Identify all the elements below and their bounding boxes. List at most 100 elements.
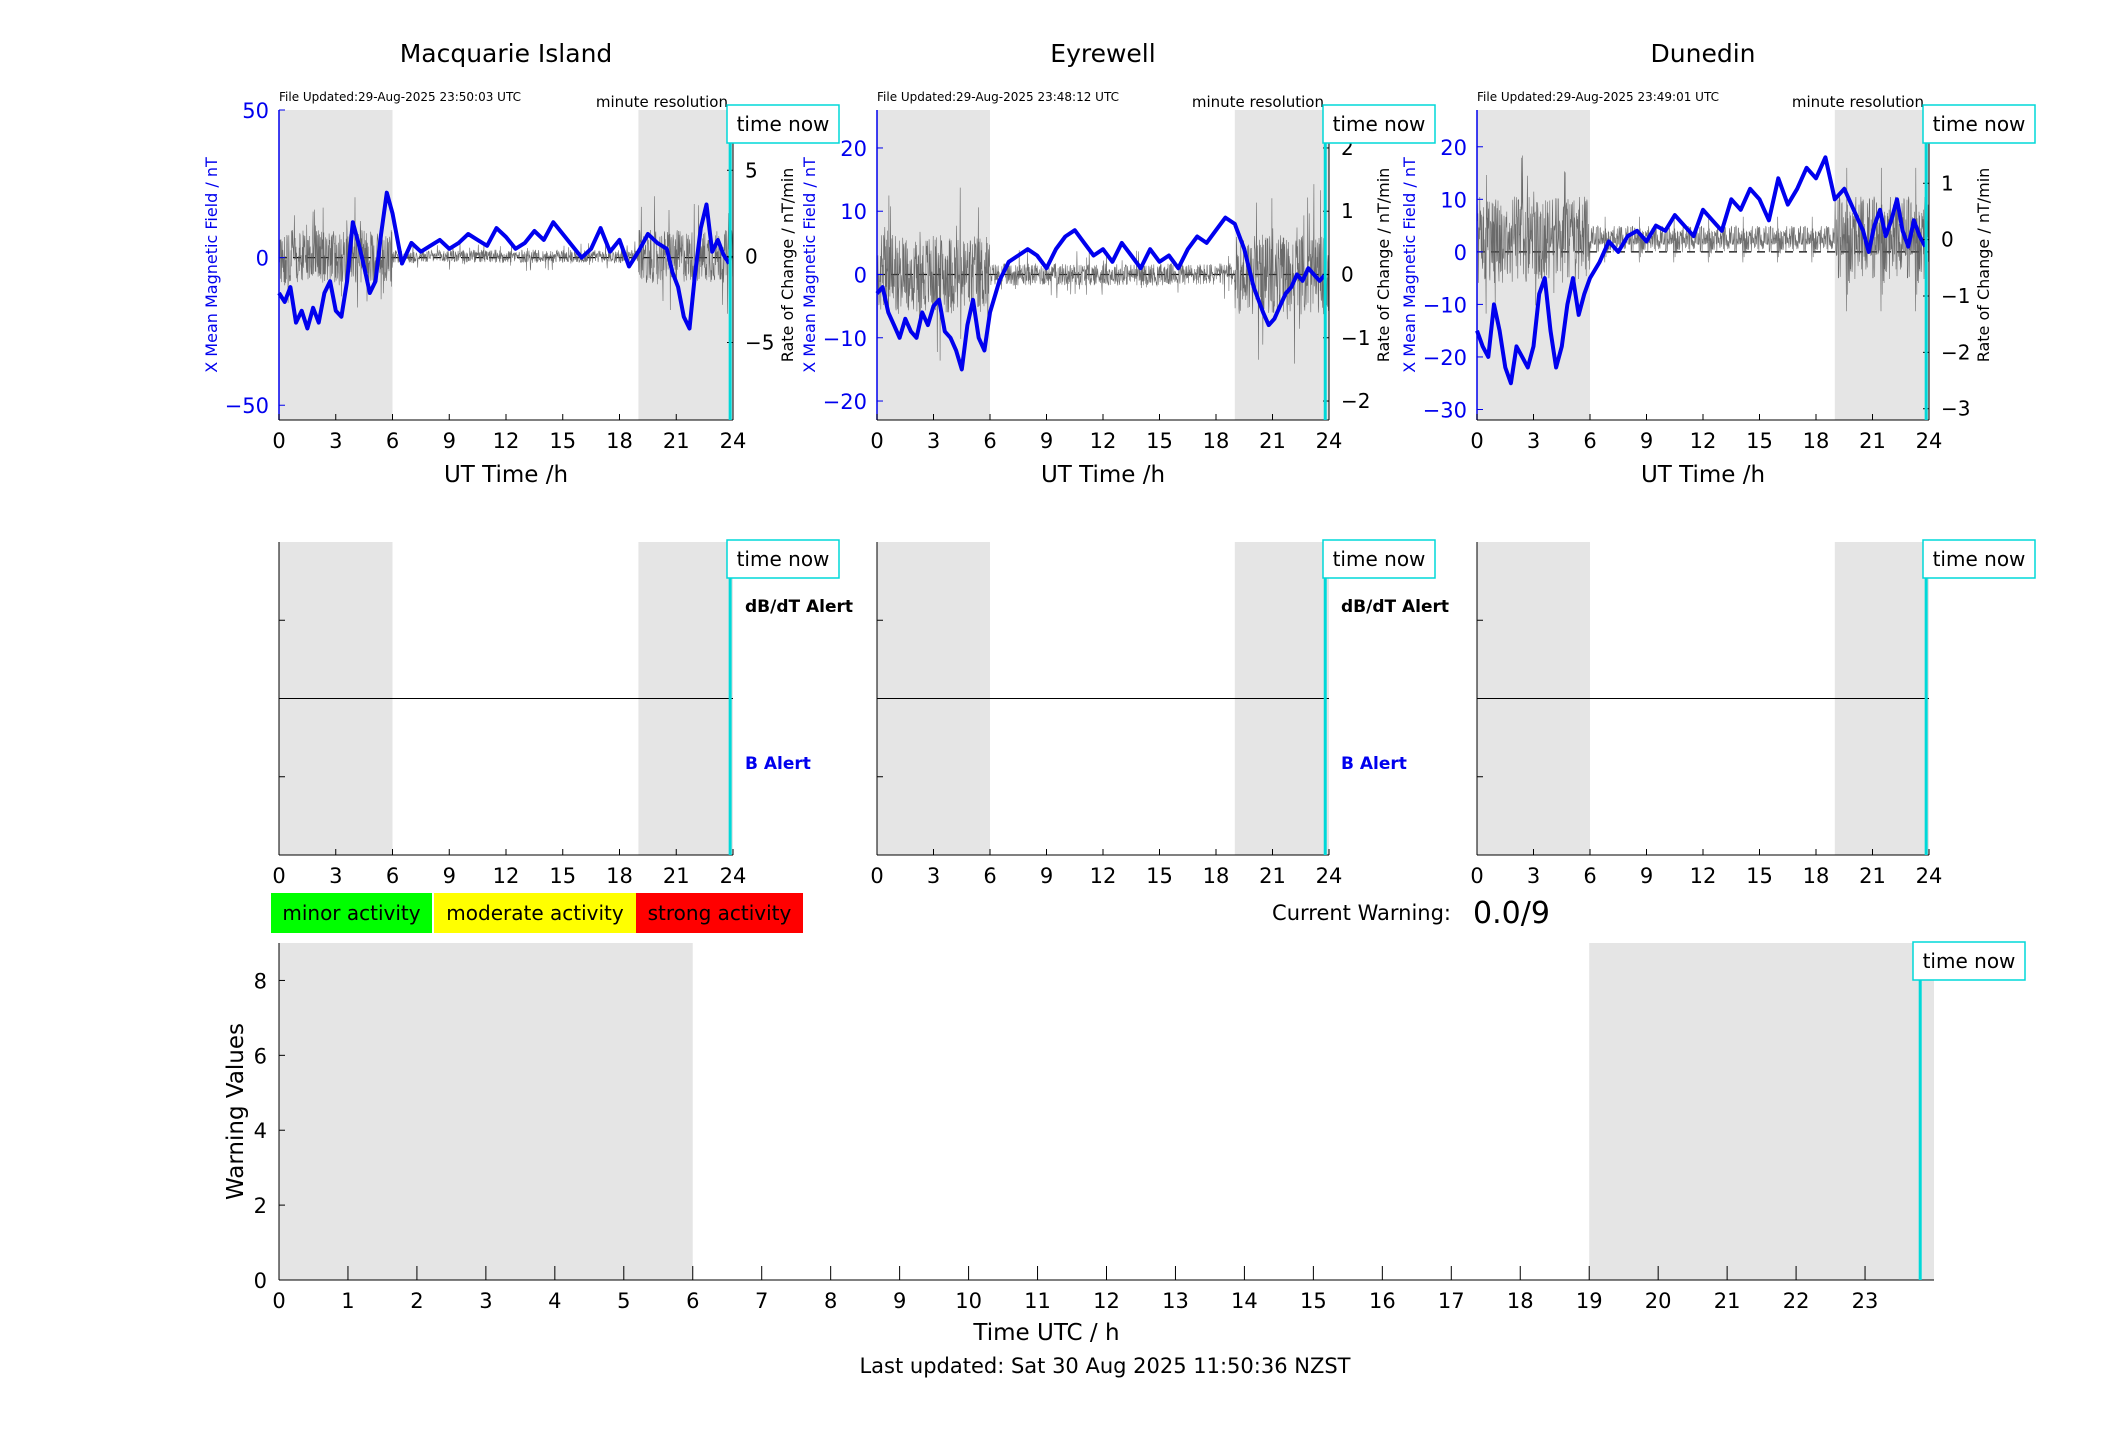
alert-1-x-tick-label: 21 — [1259, 864, 1286, 888]
warning-y-tick-label: 2 — [254, 1194, 267, 1218]
alert-1-x-tick-label: 15 — [1146, 864, 1173, 888]
warning-y-tick-label: 4 — [254, 1119, 267, 1143]
warning-x-tick-label: 6 — [686, 1289, 699, 1313]
station-2-x-tick-label: 21 — [1859, 429, 1886, 453]
station-0-time-now-label: time now — [737, 112, 830, 136]
alert-1-x-tick-label: 12 — [1090, 864, 1117, 888]
station-1-y-tick-label: −20 — [823, 390, 867, 414]
warning-x-tick-label: 19 — [1576, 1289, 1603, 1313]
station-2-y-label: X Mean Magnetic Field / nT — [1400, 157, 1419, 373]
station-2-y2-tick-label: −1 — [1941, 284, 1970, 308]
warning-shade-0 — [279, 943, 693, 1280]
station-1-x-tick-label: 24 — [1316, 429, 1343, 453]
station-2-x-tick-label: 24 — [1916, 429, 1943, 453]
warning-x-tick-label: 17 — [1438, 1289, 1465, 1313]
station-0-x-tick-label: 18 — [606, 429, 633, 453]
station-2-x-label: UT Time /h — [1641, 462, 1765, 488]
warning-x-tick-label: 2 — [410, 1289, 423, 1313]
alert-1-x-tick-label: 6 — [983, 864, 996, 888]
station-1-x-tick-label: 0 — [870, 429, 883, 453]
alert-1-x-tick-label: 24 — [1316, 864, 1343, 888]
alert-2-x-tick-label: 3 — [1527, 864, 1540, 888]
station-2-x-tick-label: 9 — [1640, 429, 1653, 453]
station-0-y2-tick-label: −5 — [745, 331, 774, 355]
alert-2-x-tick-label: 9 — [1640, 864, 1653, 888]
legend-moderate-swatch — [434, 893, 636, 933]
station-0-y-tick-label: 50 — [242, 99, 269, 123]
station-2-y-tick-label: 0 — [1454, 241, 1467, 265]
alert-0-x-tick-label: 0 — [272, 864, 285, 888]
station-2-y-tick-label: −30 — [1423, 398, 1467, 422]
station-0-y2-label: Rate of Change / nT/min — [778, 168, 797, 363]
warning-x-tick-label: 18 — [1507, 1289, 1534, 1313]
warning-x-tick-label: 8 — [824, 1289, 837, 1313]
station-2-x-tick-label: 6 — [1583, 429, 1596, 453]
alert-2-time-now-box — [1922, 539, 2036, 579]
station-1-title: Eyrewell — [1050, 39, 1155, 68]
station-1-y-tick-label: −10 — [823, 327, 867, 351]
station-1-y-tick-label: 0 — [854, 263, 867, 287]
warning-x-tick-label: 5 — [617, 1289, 630, 1313]
station-1-y2-tick-label: −2 — [1341, 389, 1370, 413]
station-0-x-tick-label: 21 — [663, 429, 690, 453]
station-2-x-tick-label: 18 — [1803, 429, 1830, 453]
station-1-x-label: UT Time /h — [1041, 462, 1165, 488]
footer-last-updated: Last updated: Sat 30 Aug 2025 11:50:36 N… — [859, 1354, 1350, 1378]
warning-x-tick-label: 9 — [893, 1289, 906, 1313]
station-2-y2-label: Rate of Change / nT/min — [1974, 168, 1993, 363]
station-1-y-label: X Mean Magnetic Field / nT — [800, 157, 819, 373]
station-0-x-tick-label: 3 — [329, 429, 342, 453]
current-warning-value: 0.0/9 — [1473, 896, 1550, 931]
alert-2-x-tick-label: 12 — [1690, 864, 1717, 888]
alert-2-time-now-label: time now — [1933, 547, 2026, 571]
station-0-x-tick-label: 0 — [272, 429, 285, 453]
alert-0-x-tick-label: 3 — [329, 864, 342, 888]
alert-2-x-tick-label: 0 — [1470, 864, 1483, 888]
warning-y-tick-label: 8 — [254, 969, 267, 993]
alert-1-b-alert-label: B Alert — [1341, 754, 1407, 774]
station-2-x-tick-label: 0 — [1470, 429, 1483, 453]
station-2-y2-tick-label: −3 — [1941, 397, 1970, 421]
station-2-time-now-label: time now — [1933, 112, 2026, 136]
warning-time-now-label: time now — [1923, 949, 2016, 973]
station-2-shade-0 — [1477, 110, 1590, 420]
alert-1-x-tick-label: 0 — [870, 864, 883, 888]
legend-strong-swatch — [636, 893, 803, 933]
warning-x-tick-label: 21 — [1714, 1289, 1741, 1313]
station-1-file-updated: File Updated:29-Aug-2025 23:48:12 UTC — [877, 90, 1119, 104]
station-0-x-tick-label: 15 — [549, 429, 576, 453]
legend-moderate-label: moderate activity — [446, 901, 624, 925]
warning-x-tick-label: 23 — [1852, 1289, 1879, 1313]
station-2-y-tick-label: 20 — [1440, 136, 1467, 160]
warning-x-tick-label: 13 — [1162, 1289, 1189, 1313]
warning-x-tick-label: 3 — [479, 1289, 492, 1313]
warning-y-tick-label: 6 — [254, 1044, 267, 1068]
alert-0-x-tick-label: 24 — [720, 864, 747, 888]
alert-1-x-tick-label: 18 — [1203, 864, 1230, 888]
station-2-y2-tick-label: 1 — [1941, 171, 1954, 195]
station-1-y-tick-label: 10 — [840, 200, 867, 224]
warning-x-tick-label: 0 — [272, 1289, 285, 1313]
warning-x-tick-label: 1 — [341, 1289, 354, 1313]
station-0-title: Macquarie Island — [400, 39, 613, 68]
warning-time-now-box — [1912, 941, 2026, 981]
station-1-y2-label: Rate of Change / nT/min — [1374, 168, 1393, 363]
alert-1-x-tick-label: 3 — [927, 864, 940, 888]
alert-2-x-tick-label: 24 — [1916, 864, 1943, 888]
station-2-resolution: minute resolution — [1792, 93, 1924, 111]
warning-x-tick-label: 16 — [1369, 1289, 1396, 1313]
alert-0-x-tick-label: 9 — [443, 864, 456, 888]
alert-2-x-tick-label: 15 — [1746, 864, 1773, 888]
warning-x-tick-label: 22 — [1783, 1289, 1810, 1313]
station-2-x-tick-label: 15 — [1746, 429, 1773, 453]
alert-0-b-alert-label: B Alert — [745, 754, 811, 774]
legend-strong-label: strong activity — [648, 901, 792, 925]
station-0-time-now-box — [726, 104, 840, 144]
legend-minor-swatch — [271, 893, 432, 933]
alert-2-x-tick-label: 6 — [1583, 864, 1596, 888]
station-0-file-updated: File Updated:29-Aug-2025 23:50:03 UTC — [279, 90, 521, 104]
station-0-y-label: X Mean Magnetic Field / nT — [202, 157, 221, 373]
station-0-y-tick-label: 0 — [256, 247, 269, 271]
alert-0-dbdt-alert-label: dB/dT Alert — [745, 597, 853, 617]
station-2-rate-of-change-line — [1476, 155, 1929, 314]
